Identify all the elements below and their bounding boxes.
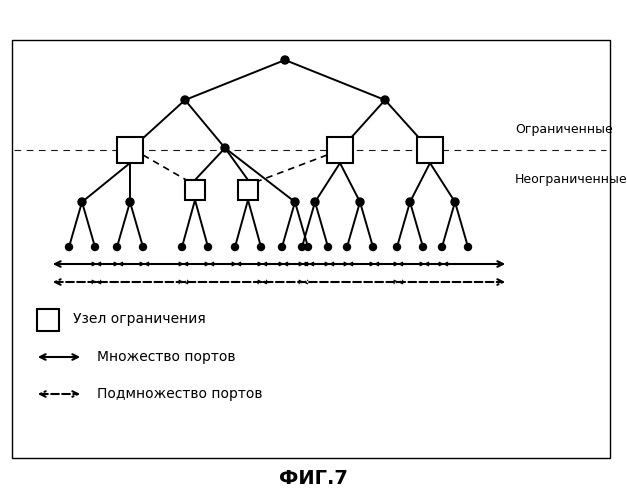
Circle shape xyxy=(406,198,414,206)
Bar xyxy=(117,137,143,163)
Circle shape xyxy=(305,244,312,250)
Circle shape xyxy=(419,244,426,250)
Circle shape xyxy=(344,244,350,250)
Text: Неограниченные: Неограниченные xyxy=(515,174,627,186)
Circle shape xyxy=(381,96,389,104)
Bar xyxy=(37,309,59,331)
Circle shape xyxy=(92,244,98,250)
Text: Множество портов: Множество портов xyxy=(97,350,236,364)
Circle shape xyxy=(278,244,285,250)
Bar xyxy=(238,180,258,200)
Circle shape xyxy=(204,244,211,250)
Circle shape xyxy=(291,198,299,206)
Circle shape xyxy=(311,198,319,206)
Circle shape xyxy=(438,244,446,250)
Circle shape xyxy=(356,198,364,206)
Circle shape xyxy=(78,198,86,206)
Circle shape xyxy=(465,244,472,250)
Circle shape xyxy=(126,198,134,206)
Circle shape xyxy=(113,244,120,250)
Text: Ограниченные: Ограниченные xyxy=(515,124,613,136)
Circle shape xyxy=(281,56,289,64)
Circle shape xyxy=(451,198,459,206)
Circle shape xyxy=(325,244,332,250)
Circle shape xyxy=(258,244,265,250)
Text: Подмножество портов: Подмножество портов xyxy=(97,387,263,401)
Circle shape xyxy=(231,244,238,250)
Circle shape xyxy=(139,244,147,250)
Bar xyxy=(327,137,353,163)
Circle shape xyxy=(179,244,186,250)
Circle shape xyxy=(65,244,73,250)
Circle shape xyxy=(298,244,305,250)
Circle shape xyxy=(394,244,401,250)
Circle shape xyxy=(181,96,189,104)
Bar xyxy=(185,180,205,200)
Circle shape xyxy=(221,144,229,152)
Circle shape xyxy=(369,244,376,250)
Text: Узел ограничения: Узел ограничения xyxy=(73,312,206,326)
Bar xyxy=(12,40,610,458)
Text: ФИГ.7: ФИГ.7 xyxy=(278,468,347,487)
Bar xyxy=(417,137,443,163)
